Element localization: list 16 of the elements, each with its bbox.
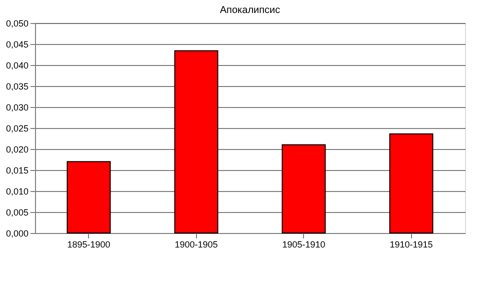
y-tick-label: 0,035 [6,82,28,92]
y-tick-label: 0,005 [6,208,28,218]
y-tick-label: 0,025 [6,124,28,134]
x-tick-label: 1895-1900 [67,240,110,250]
y-tick-label: 0,000 [6,228,28,238]
x-tick-label: 1905-1910 [282,240,326,250]
chart-title: Апокалипсис [220,5,280,16]
y-tick-label: 0,015 [6,166,28,176]
y-tick-label: 0,020 [6,144,28,154]
x-tick-label: 1910-1915 [390,240,433,250]
y-tick-label: 0,045 [6,40,28,50]
y-tick-label: 0,040 [6,60,28,70]
y-tick-label: 0,030 [6,102,28,112]
y-tick-label: 0,050 [6,18,28,28]
y-tick-label: 0,010 [6,186,28,196]
x-tick-label: 1900-1905 [174,240,218,250]
